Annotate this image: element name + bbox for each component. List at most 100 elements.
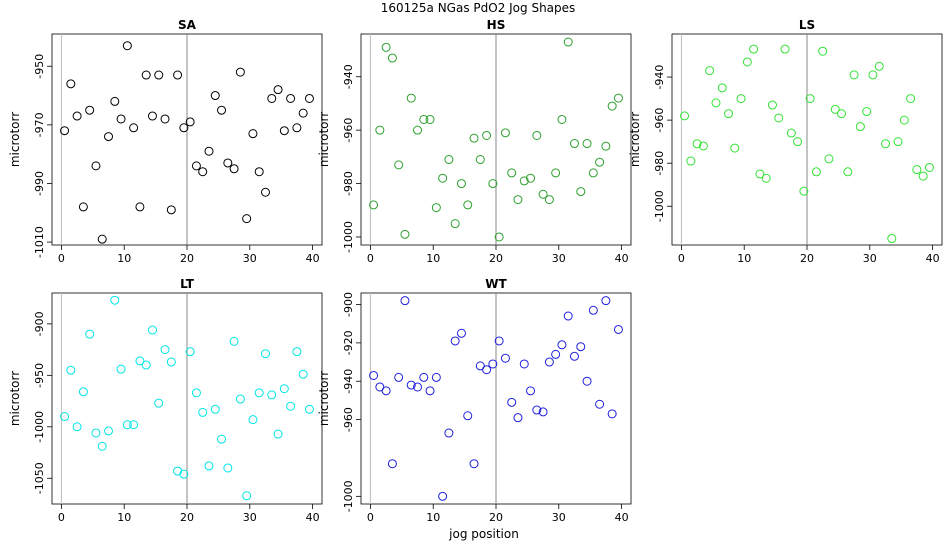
data-point — [500, 353, 510, 363]
y-tick-label: -980 — [653, 151, 666, 176]
data-point — [104, 132, 114, 142]
data-point — [394, 160, 404, 170]
x-axis-label: jog position — [448, 527, 519, 541]
data-point — [425, 386, 435, 396]
data-point — [513, 195, 523, 205]
y-tick-label: -900 — [33, 311, 46, 336]
data-point — [179, 469, 189, 479]
data-point — [191, 388, 201, 398]
data-point — [279, 126, 289, 136]
data-point — [369, 370, 379, 380]
data-point — [381, 386, 391, 396]
data-point — [569, 351, 579, 361]
data-point — [456, 328, 466, 338]
data-point — [173, 70, 183, 80]
data-point — [260, 349, 270, 359]
data-point — [298, 108, 308, 118]
y-axis-label: microtorr — [8, 112, 22, 167]
y-tick-label: -960 — [342, 118, 355, 143]
data-point — [185, 117, 195, 127]
data-point — [292, 347, 302, 357]
data-point — [551, 349, 561, 359]
data-point — [811, 167, 821, 177]
y-tick-label: -970 — [33, 112, 46, 137]
y-tick-label: -1050 — [33, 462, 46, 494]
data-point — [381, 42, 391, 52]
data-point — [204, 146, 214, 156]
data-point — [122, 41, 132, 51]
data-point — [912, 165, 922, 175]
data-point — [519, 359, 529, 369]
data-point — [893, 137, 903, 147]
panel-title: SA — [178, 18, 197, 32]
data-point — [273, 85, 283, 95]
y-tick-label: -940 — [653, 65, 666, 90]
data-point — [576, 187, 586, 197]
data-point — [242, 491, 252, 501]
data-point — [469, 459, 479, 469]
data-point — [273, 429, 283, 439]
data-point — [582, 376, 592, 386]
data-point — [217, 105, 227, 115]
data-point — [254, 167, 264, 177]
data-point — [717, 83, 727, 93]
data-point — [110, 295, 120, 305]
data-point — [601, 296, 611, 306]
data-point — [267, 93, 277, 103]
data-point — [248, 129, 258, 139]
data-point — [129, 420, 139, 430]
data-point — [761, 173, 771, 183]
y-tick-label: -1000 — [342, 221, 355, 253]
data-point — [141, 360, 151, 370]
data-point — [799, 186, 809, 196]
y-tick-label: -920 — [342, 330, 355, 355]
data-point — [66, 365, 76, 375]
data-point — [880, 139, 890, 149]
x-tick-label: 40 — [306, 511, 320, 524]
x-tick-label: 20 — [180, 252, 194, 265]
data-point — [532, 130, 542, 140]
data-point — [450, 219, 460, 229]
data-point — [110, 96, 120, 106]
data-point — [85, 329, 95, 339]
data-point — [217, 434, 227, 444]
data-point — [72, 422, 82, 432]
y-tick-label: -950 — [33, 54, 46, 79]
data-point — [116, 364, 126, 374]
x-tick-label: 20 — [180, 511, 194, 524]
data-point — [97, 441, 107, 451]
panel-title: LT — [180, 277, 195, 291]
data-point — [179, 123, 189, 133]
data-point — [413, 382, 423, 392]
y-axis-label: microtorr — [317, 371, 331, 426]
data-point — [116, 114, 126, 124]
data-point — [557, 340, 567, 350]
x-tick-label: 40 — [615, 252, 629, 265]
y-tick-label: -1010 — [33, 226, 46, 258]
data-point — [698, 141, 708, 151]
x-tick-label: 40 — [306, 252, 320, 265]
data-point — [576, 342, 586, 352]
x-tick-label: 0 — [678, 252, 685, 265]
data-point — [595, 157, 605, 167]
x-tick-label: 0 — [367, 252, 374, 265]
data-point — [229, 164, 239, 174]
panel-title: HS — [487, 18, 506, 32]
data-point — [526, 173, 536, 183]
y-tick-label: -980 — [342, 171, 355, 196]
data-point — [91, 428, 101, 438]
data-point — [793, 137, 803, 147]
data-point — [538, 189, 548, 199]
data-point — [450, 336, 460, 346]
data-point — [267, 390, 277, 400]
x-tick-label: 10 — [737, 252, 751, 265]
data-point — [223, 158, 233, 168]
data-point — [141, 70, 151, 80]
data-point — [160, 345, 170, 355]
x-tick-label: 20 — [489, 511, 503, 524]
data-point — [494, 232, 504, 242]
data-point — [874, 61, 884, 71]
data-point — [918, 171, 928, 181]
data-point — [387, 53, 397, 63]
